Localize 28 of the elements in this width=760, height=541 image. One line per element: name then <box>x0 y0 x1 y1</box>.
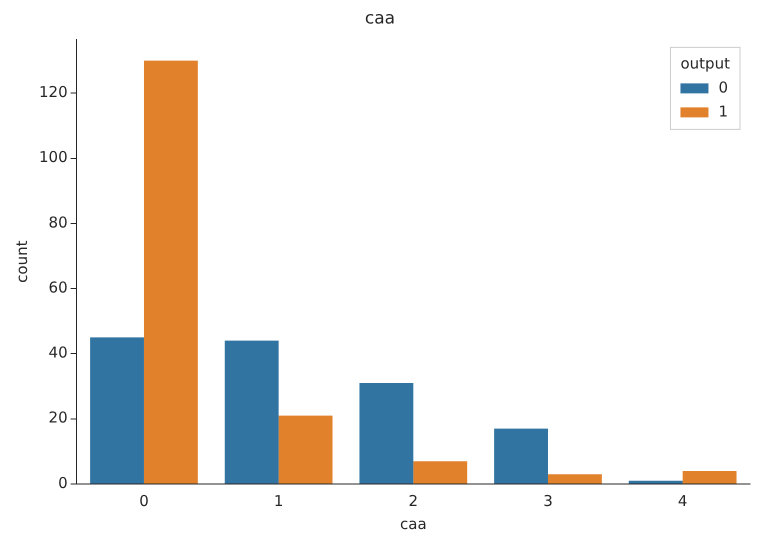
bar <box>278 416 333 484</box>
bar <box>359 383 414 484</box>
y-tick-label: 20 <box>48 408 68 427</box>
bar <box>224 340 279 484</box>
legend-label: 1 <box>718 102 728 120</box>
y-tick-label: 120 <box>38 83 68 102</box>
bar <box>548 474 602 484</box>
x-tick-label: 1 <box>274 492 284 510</box>
y-tick-label: 0 <box>58 474 68 492</box>
legend-title: output <box>680 54 730 72</box>
y-tick-label: 100 <box>38 148 68 166</box>
bar <box>628 480 683 484</box>
bar <box>494 428 548 484</box>
bar <box>90 337 144 484</box>
chart-title: caa <box>364 8 396 29</box>
y-tick-label: 40 <box>48 344 68 362</box>
bar <box>682 470 737 484</box>
bar <box>413 461 468 484</box>
y-axis-title: count <box>12 240 31 283</box>
legend-label: 0 <box>718 78 728 96</box>
y-tick-label: 80 <box>48 213 68 232</box>
y-tick-label: 60 <box>48 278 68 296</box>
x-axis-title: caa <box>400 514 427 533</box>
bar <box>144 60 198 484</box>
x-tick-label: 0 <box>139 492 149 510</box>
x-tick-label: 2 <box>408 492 418 510</box>
x-tick-label: 4 <box>678 492 688 510</box>
x-tick-label: 3 <box>543 492 553 510</box>
